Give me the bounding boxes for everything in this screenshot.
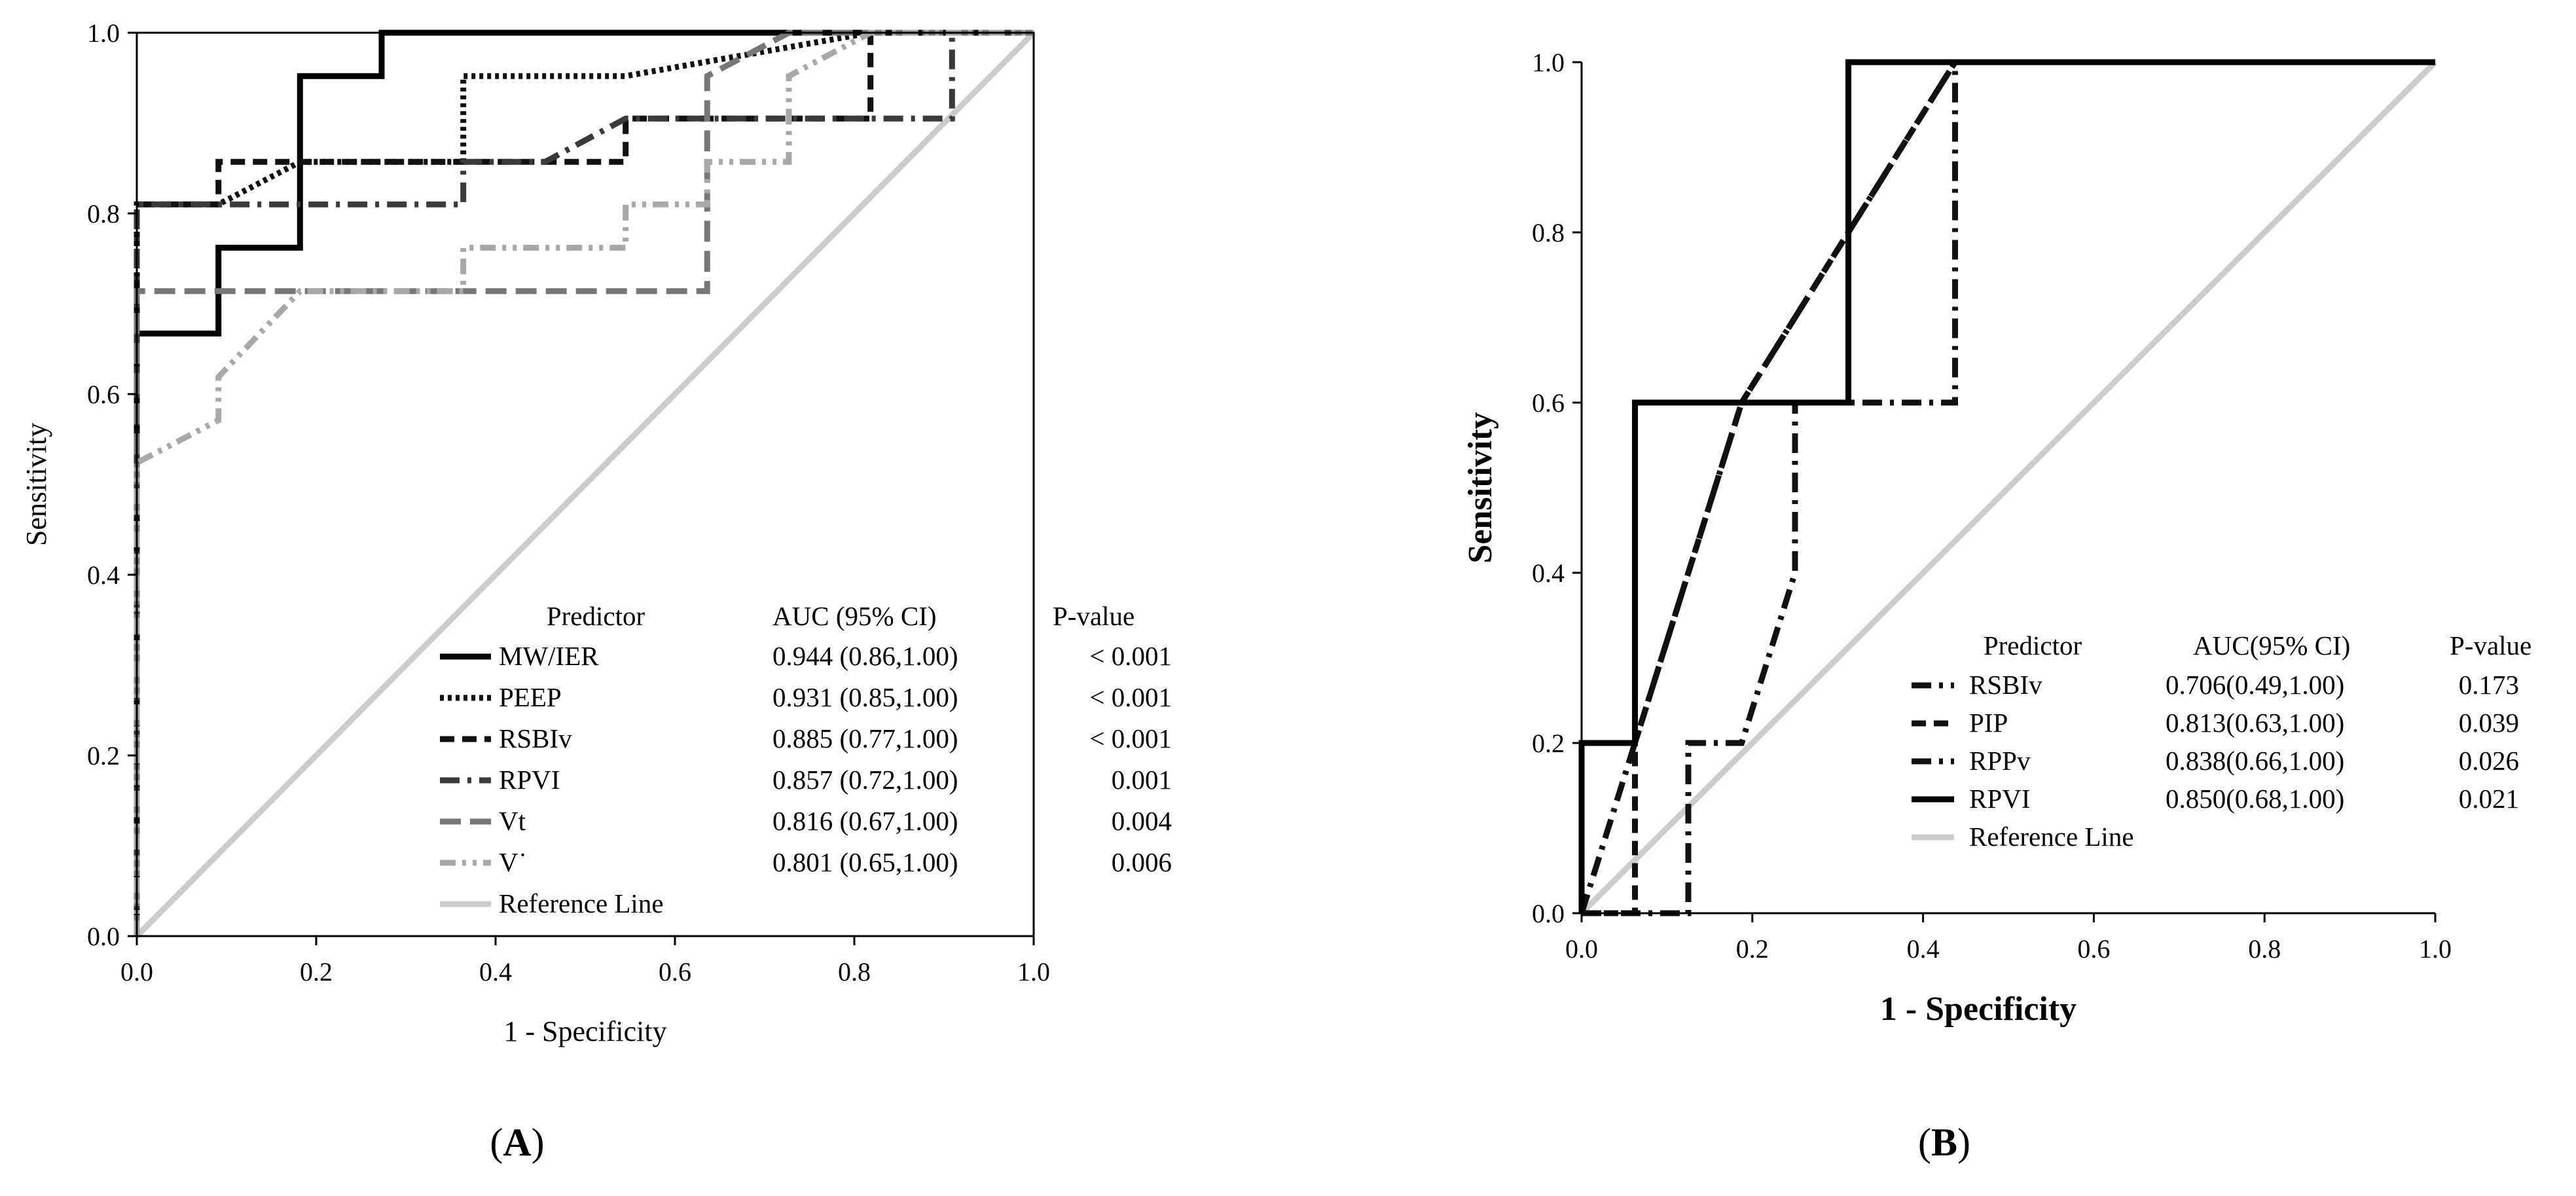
panel-b-label-letter: B [1931,1121,1957,1164]
panel-a-legend-name-reference-line: Reference Line [499,888,664,918]
panel-b-y-tick-label: 0.2 [1532,729,1565,758]
panel-a-legend-header-predictor: Predictor [547,601,645,631]
panel-a-legend-header-p: P-value [1053,601,1134,631]
panel-b-x-tick-label: 0.0 [1565,934,1598,964]
panel-b-legend-p-value-pip: 0.039 [2459,708,2519,738]
panel-a-x-tick-label: 0.6 [659,957,691,987]
panel-a-x-tick-label: 1.0 [1017,957,1050,987]
panel-b-legend-auc-rppv: 0.838(0.66,1.00) [2166,746,2344,776]
panel-a-legend-auc-mw-ier: 0.944 (0.86,1.00) [772,641,958,671]
panel-a-label-open: ( [490,1121,503,1164]
panel-a-legend-name-rpvi: RPVI [499,765,560,795]
panel-a-x-tick-label: 0.2 [300,957,333,987]
panel-b-x-tick-label: 0.8 [2248,934,2281,964]
panel-a-legend-auc-vt: 0.816 (0.67,1.00) [772,806,958,836]
panel-b-y-tick-label: 1.0 [1532,48,1565,77]
panel-b-label: (B) [1918,1121,1970,1164]
panel-b-legend-auc-rpvi: 0.850(0.68,1.00) [2166,784,2344,814]
panel-b-y-tick-label: 0.6 [1532,388,1565,418]
panel-a-legend-p-value-peep: < 0.001 [1089,682,1172,712]
panel-a-legend-p-value-rsbiv: < 0.001 [1089,723,1172,753]
panel-a-series-line-rpvi [134,29,1034,936]
panel-a-x-axis-label: 1 - Specificity [503,1015,666,1047]
panel-a-legend-name-v: V˙ [499,847,527,877]
panel-b-legend-auc-rsbiv: 0.706(0.49,1.00) [2166,670,2344,700]
panel-b-y-tick-label: 0.4 [1532,558,1565,588]
panel-a-y-tick-label: 0.6 [87,380,120,409]
panel-b-legend-name-reference-line: Reference Line [1969,822,2134,852]
panel-a-y-tick-label: 0.4 [87,560,120,590]
panel-a-legend-p-value-mw-ier: < 0.001 [1089,641,1172,671]
panel-b-series-line-rppv [1578,59,2435,915]
panel-a-legend-auc-peep: 0.931 (0.85,1.00) [772,682,958,712]
panel-b-legend-header-auc: AUC(95% CI) [2193,630,2350,661]
panel-b-legend-auc-pip: 0.813(0.63,1.00) [2166,708,2344,738]
panel-a-x-tick-label: 0.0 [120,957,153,987]
panel-a-x-tick-label: 0.4 [479,957,512,987]
panel-b-ticks: 0.0 0.2 0.4 0.6 0.8 1.0 0.0 0.2 0.4 0.6 0.8 1.0 [1532,48,2452,964]
panel-a-y-tick-label: 0.0 [87,922,120,951]
panel-a-series-line-reference-line [134,30,1036,939]
panel-b-roc-chart: 0.0 0.2 0.4 0.6 0.8 1.0 0.0 0.2 0.4 0.6 0.8 1.0 1 -… [1462,48,2531,1164]
panel-b-x-tick-label: 0.4 [1907,934,1940,964]
panel-b-legend-header-p: P-value [2450,630,2531,661]
panel-a-label-letter: A [503,1121,531,1164]
panel-b-legend-p-value-rpvi: 0.021 [2459,784,2519,814]
panel-a-y-tick-label: 0.2 [87,741,120,770]
panel-a-series-group [134,29,1036,939]
panel-b-y-tick-label: 0.0 [1532,899,1565,928]
panel-b-legend-name-rpvi: RPVI [1969,784,2030,814]
panel-b-y-tick-label: 0.8 [1532,218,1565,247]
panel-a-plot-frame [136,31,1035,937]
panel-a-x-tick-label: 0.8 [838,957,871,987]
panel-b-legend: Predictor AUC(95% CI) P-value RSBIv 0.706… [1912,630,2531,852]
panel-b-legend-p-value-rsbiv: 0.173 [2459,670,2519,700]
panel-a-legend-name-vt: Vt [499,806,526,836]
panel-b-legend-name-rsbiv: RSBIv [1969,670,2042,700]
panel-a-legend-auc-v: 0.801 (0.65,1.00) [772,847,958,877]
panel-b-legend-name-rppv: RPPv [1969,746,2031,776]
panel-a-legend-p-value-v: 0.006 [1112,847,1172,877]
panel-a-series-line-mw-ier [134,29,1034,936]
panel-a-roc-chart: 0.0 0.2 0.4 0.6 0.8 1.0 0.0 0.2 0.4 0.6 0.8 1.0 1 -… [20,18,1172,1164]
panel-a-series-line-rsbiv [134,29,1034,936]
panel-b-x-tick-label: 0.6 [2077,934,2110,964]
panel-b-series-line-reference-line [1579,60,2438,916]
panel-a-legend: Predictor AUC (95% CI) P-value MW/IER 0.9… [440,601,1172,918]
panel-a-y-axis-label: Sensitivity [20,423,52,546]
panel-a-y-tick-label: 1.0 [87,18,120,48]
panel-b-series-line-rsbiv [1582,59,2435,916]
panel-a-legend-name-rsbiv: RSBIv [499,723,572,753]
panel-a-legend-name-mw-ier: MW/IER [499,641,599,671]
panel-a-legend-p-value-rpvi: 0.001 [1112,765,1172,795]
panel-b-x-tick-label: 1.0 [2419,934,2452,964]
panel-b-legend-name-pip: PIP [1969,708,2008,738]
panel-b-x-tick-label: 0.2 [1736,934,1769,964]
panel-b-x-axis-label: 1 - Specificity [1880,990,2077,1028]
panel-a-legend-p-value-vt: 0.004 [1112,806,1172,836]
panel-b-legend-p-value-rppv: 0.026 [2459,746,2519,776]
panel-a-legend-header-auc: AUC (95% CI) [772,601,937,631]
panel-a-legend-name-peep: PEEP [499,682,562,712]
panel-a-legend-auc-rpvi: 0.857 (0.72,1.00) [772,765,958,795]
panel-a-y-tick-label: 0.8 [87,199,120,228]
panel-a-ticks: 0.0 0.2 0.4 0.6 0.8 1.0 0.0 0.2 0.4 0.6 0.8 1.0 [87,18,1050,987]
panel-a-label: (A) [490,1121,544,1164]
panel-b-label-close: ) [1957,1121,1970,1164]
panel-b-legend-header-predictor: Predictor [1984,630,2082,661]
panel-b-label-open: ( [1918,1121,1931,1164]
panel-a-label-close: ) [532,1121,545,1164]
panel-a-legend-auc-rsbiv: 0.885 (0.77,1.00) [772,723,958,753]
panel-b-y-axis-label: Sensitivity [1462,412,1499,563]
